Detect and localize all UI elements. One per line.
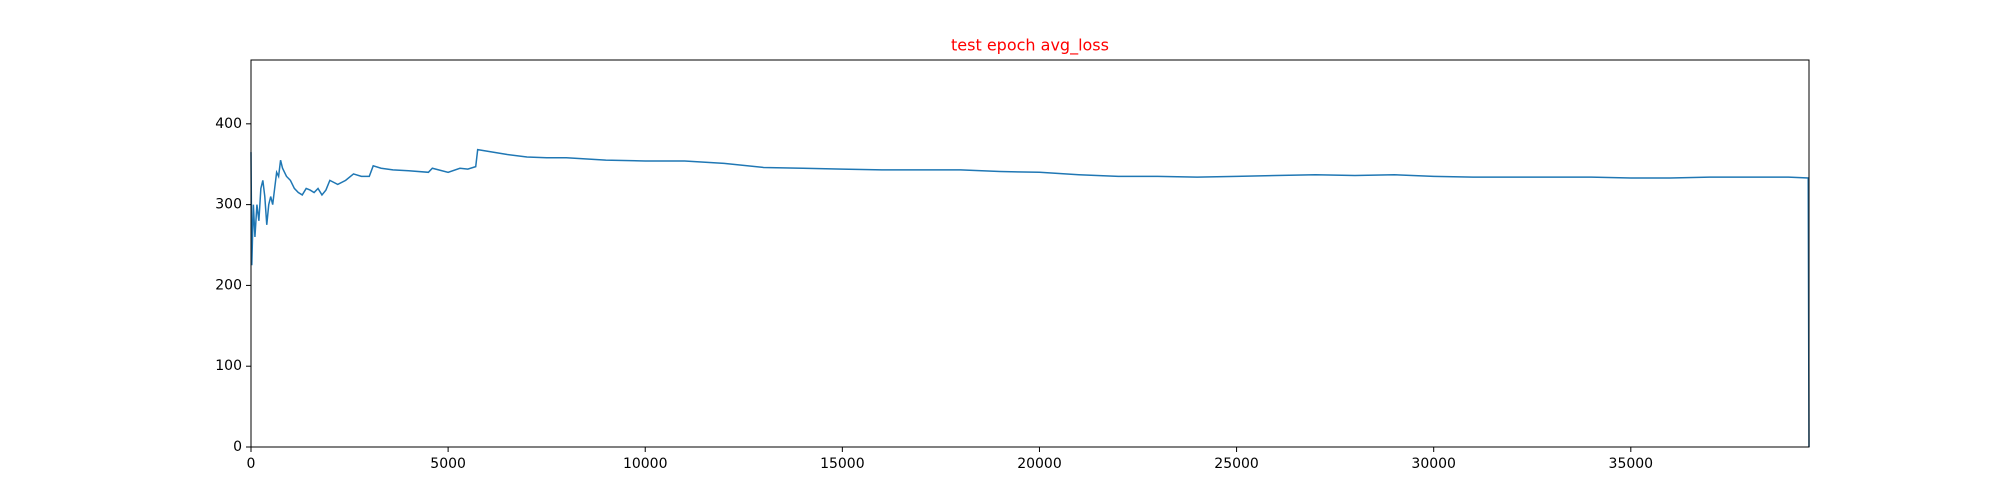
y-tick-label: 0 <box>233 439 242 455</box>
plot-frame <box>250 59 1810 448</box>
x-tick-label: 30000 <box>1411 456 1456 472</box>
chart-title: test epoch avg_loss <box>951 36 1109 56</box>
x-tick-label: 35000 <box>1609 456 1654 472</box>
x-tick-label: 25000 <box>1214 456 1259 472</box>
y-tick-label: 300 <box>215 197 242 213</box>
y-tick-label: 200 <box>215 277 242 293</box>
y-tick-label: 400 <box>215 116 242 132</box>
x-tick-label: 10000 <box>623 456 668 472</box>
data-line <box>250 148 1810 448</box>
x-tick-label: 0 <box>247 456 256 472</box>
x-tick-label: 20000 <box>1017 456 1062 472</box>
y-tick-label: 100 <box>215 358 242 374</box>
x-tick-label: 15000 <box>820 456 865 472</box>
x-tick-label: 5000 <box>430 456 466 472</box>
